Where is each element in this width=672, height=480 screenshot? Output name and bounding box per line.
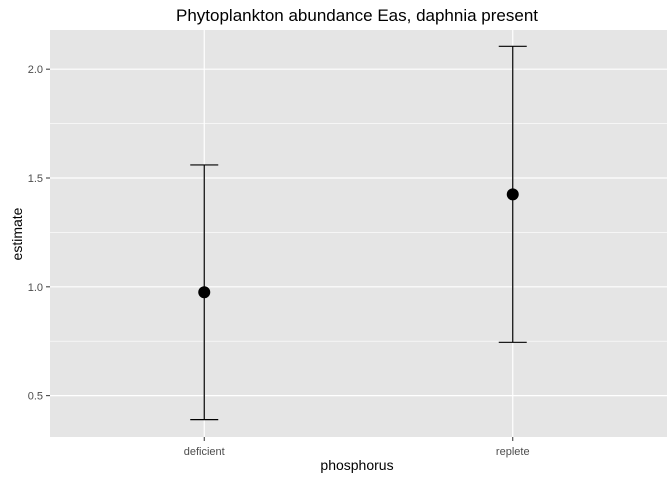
point-deficient (198, 286, 211, 299)
point-replete (506, 188, 519, 201)
axes: 0.5 1.0 1.5 2.0 deficient replete (28, 64, 530, 458)
y-tick-label: 0.5 (28, 391, 43, 403)
y-tick-label: 1.5 (28, 173, 43, 185)
x-axis-title: phosphorus (320, 457, 393, 473)
y-axis-title: estimate (9, 207, 25, 260)
chart-title: Phytoplankton abundance Eas, daphnia pre… (176, 6, 538, 25)
x-tick-label: deficient (184, 446, 225, 458)
data-marks (190, 45, 527, 421)
y-tick-label: 1.0 (28, 282, 43, 294)
x-tick-label: replete (496, 446, 530, 458)
y-tick-label: 2.0 (28, 64, 43, 76)
plot-panel (50, 30, 667, 437)
